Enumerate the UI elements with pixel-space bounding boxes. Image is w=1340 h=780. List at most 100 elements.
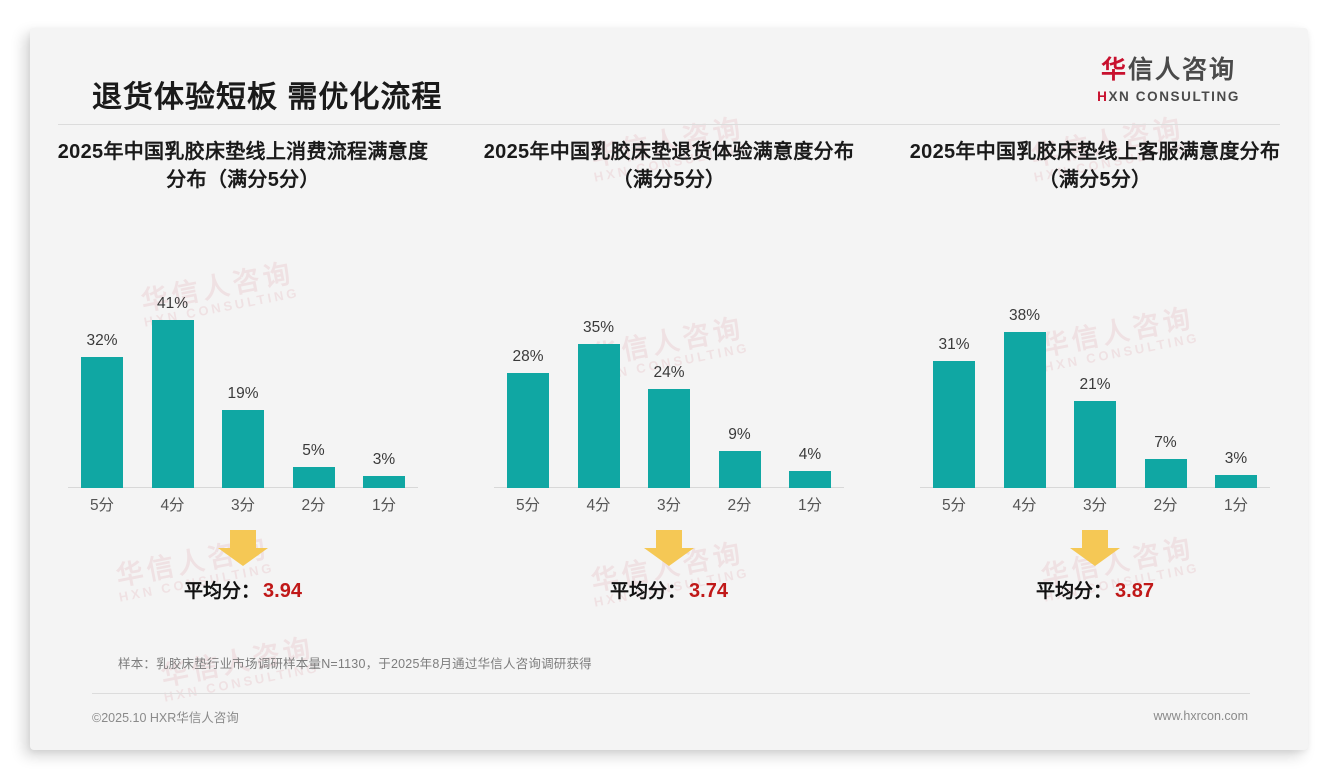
- logo-chinese-name: 华信人咨询: [1097, 58, 1240, 83]
- average-score-zone: 平均分： 3.94: [42, 524, 444, 616]
- logo-en-rest: XN CONSULTING: [1108, 89, 1240, 104]
- bar-value-label: 19%: [227, 385, 259, 402]
- bar-4fen[interactable]: [577, 344, 620, 488]
- bar-column: 28%: [494, 236, 562, 488]
- bar-column: 5%: [280, 236, 348, 488]
- slide-card: 华信人咨询 HXN CONSULTING 华信人咨询 HXN CONSULTIN…: [30, 28, 1308, 750]
- sample-footnote: 样本：乳胶床垫行业市场调研样本量N=1130，于2025年8月通过华信人咨询调研…: [118, 657, 592, 671]
- bar-group: 32% 41% 19% 5%: [68, 236, 418, 488]
- x-tick-label: 3分: [656, 497, 682, 514]
- x-tick-label: 2分: [727, 497, 752, 514]
- slide-footer: ©2025.10 HXR华信人咨询 www.hxrcon.com: [92, 706, 1248, 726]
- logo-cn-first-char: 华: [1101, 56, 1129, 84]
- chart-title: 2025年中国乳胶床垫退货体验满意度分布（满分5分）: [483, 141, 855, 192]
- bar-chart: 32% 41% 19% 5%: [68, 228, 418, 518]
- average-score: 平均分： 3.87: [894, 576, 1296, 603]
- x-tick-label: 2分: [301, 497, 326, 514]
- average-score-label: 平均分：: [184, 581, 261, 602]
- bar-5fen[interactable]: [81, 357, 123, 488]
- bar-column: 35%: [565, 236, 633, 488]
- bar-group: 31% 38% 21% 7%: [920, 236, 1270, 488]
- bar-column: 24%: [635, 236, 703, 488]
- average-score-zone: 平均分： 3.74: [468, 524, 870, 616]
- header-divider: [58, 124, 1280, 125]
- x-axis-labels: 5分 4分 3分 2分 1分: [68, 490, 418, 518]
- logo-english-name: HXN CONSULTING: [1097, 90, 1240, 104]
- down-arrow-icon: [1070, 530, 1120, 566]
- x-tick-label: 4分: [1012, 497, 1037, 514]
- bar-2fen[interactable]: [292, 467, 335, 488]
- average-score-label: 平均分：: [1036, 581, 1113, 602]
- bar-5fen[interactable]: [507, 373, 549, 488]
- bar-column: 9%: [706, 236, 774, 488]
- bar-4fen[interactable]: [1003, 332, 1046, 488]
- x-tick-label: 1分: [1223, 497, 1249, 514]
- bar-column: 32%: [68, 236, 136, 488]
- x-tick-label: 1分: [797, 497, 823, 514]
- website-url[interactable]: www.hxrcon.com: [1153, 709, 1248, 723]
- x-tick-label: 5分: [89, 497, 115, 514]
- bar-value-label: 32%: [86, 332, 118, 349]
- average-score-zone: 平均分： 3.87: [894, 524, 1296, 616]
- x-axis-labels: 5分 4分 3分 2分 1分: [494, 490, 844, 518]
- footer-divider: [92, 693, 1250, 694]
- bar-value-label: 31%: [938, 336, 970, 353]
- chart-panel-return-experience: 2025年中国乳胶床垫退货体验满意度分布（满分5分） 28% 35%: [456, 138, 882, 616]
- bar-column: 7%: [1132, 236, 1200, 488]
- bar-3fen[interactable]: [222, 410, 264, 488]
- bar-value-label: 3%: [1224, 450, 1248, 467]
- average-score-value: 3.87: [1115, 580, 1154, 602]
- x-tick-label: 4分: [160, 497, 185, 514]
- bar-group: 28% 35% 24% 9%: [494, 236, 844, 488]
- bar-value-label: 5%: [302, 442, 325, 459]
- bar-value-label: 28%: [512, 348, 544, 365]
- bar-4fen[interactable]: [151, 320, 194, 488]
- bar-value-label: 3%: [372, 451, 396, 468]
- bar-1fen[interactable]: [1215, 475, 1257, 488]
- x-tick-label: 5分: [515, 497, 541, 514]
- average-score: 平均分： 3.74: [468, 576, 870, 603]
- bar-2fen[interactable]: [1144, 459, 1187, 488]
- average-score-label: 平均分：: [610, 581, 687, 602]
- bar-value-label: 24%: [653, 364, 685, 381]
- bar-value-label: 35%: [582, 319, 615, 336]
- x-axis-labels: 5分 4分 3分 2分 1分: [920, 490, 1270, 518]
- chart-title: 2025年中国乳胶床垫线上消费流程满意度分布（满分5分）: [57, 141, 429, 192]
- x-tick-label: 5分: [941, 497, 967, 514]
- bar-value-label: 7%: [1154, 434, 1177, 451]
- bar-2fen[interactable]: [718, 451, 761, 488]
- bar-5fen[interactable]: [933, 361, 975, 488]
- bar-column: 3%: [1202, 236, 1270, 488]
- x-tick-label: 1分: [371, 497, 397, 514]
- chart-title: 2025年中国乳胶床垫线上客服满意度分布（满分5分）: [909, 141, 1281, 192]
- bar-column: 31%: [920, 236, 988, 488]
- page-title: 退货体验短板 需优化流程: [92, 81, 443, 114]
- chart-panel-customer-service: 2025年中国乳胶床垫线上客服满意度分布（满分5分） 31% 38%: [882, 138, 1308, 616]
- down-arrow-icon: [218, 530, 268, 566]
- bar-1fen[interactable]: [789, 471, 831, 488]
- x-tick-label: 2分: [1153, 497, 1178, 514]
- x-tick-label: 3分: [230, 497, 256, 514]
- logo-cn-rest: 信人咨询: [1128, 56, 1237, 84]
- average-score-value: 3.74: [689, 580, 728, 602]
- bar-column: 19%: [209, 236, 277, 488]
- bar-chart: 28% 35% 24% 9%: [494, 228, 844, 518]
- bar-value-label: 9%: [728, 426, 751, 443]
- charts-row: 2025年中国乳胶床垫线上消费流程满意度分布（满分5分） 32% 41%: [30, 138, 1308, 616]
- bar-column: 4%: [776, 236, 844, 488]
- bar-3fen[interactable]: [648, 389, 690, 488]
- average-score-value: 3.94: [263, 580, 302, 602]
- bar-1fen[interactable]: [363, 476, 405, 488]
- bar-value-label: 4%: [798, 446, 822, 463]
- logo-en-first-char: H: [1097, 89, 1109, 104]
- chart-panel-consumption-flow: 2025年中国乳胶床垫线上消费流程满意度分布（满分5分） 32% 41%: [30, 138, 456, 616]
- bar-value-label: 41%: [156, 295, 189, 312]
- bar-3fen[interactable]: [1074, 401, 1116, 488]
- down-arrow-icon: [644, 530, 694, 566]
- bar-column: 21%: [1061, 236, 1129, 488]
- copyright-text: ©2025.10 HXR华信人咨询: [92, 710, 239, 725]
- x-tick-label: 4分: [586, 497, 611, 514]
- x-tick-label: 3分: [1082, 497, 1108, 514]
- bar-value-label: 21%: [1079, 376, 1111, 393]
